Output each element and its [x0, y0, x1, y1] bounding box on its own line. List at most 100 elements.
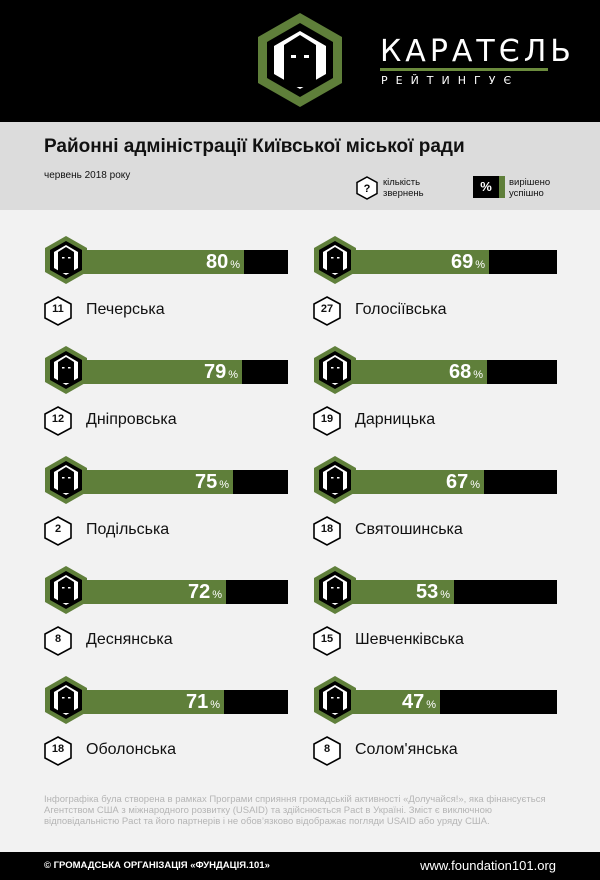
district-name: Святошинська: [355, 521, 463, 538]
bar-fill: [337, 360, 487, 384]
hooded-figure-icon: [45, 236, 87, 284]
bar-fill: [337, 470, 484, 494]
count-legend-label: кількість звернень: [383, 177, 424, 199]
district-item: 72% 8 Деснянська: [44, 566, 294, 670]
percent-legend-icon: %: [473, 176, 499, 198]
bar-fill: [68, 470, 233, 494]
district-name: Дніпровська: [86, 411, 177, 428]
district-name: Шевченківська: [355, 631, 464, 648]
count-legend-icon: ?: [356, 176, 378, 200]
report-date: червень 2018 року: [44, 170, 131, 181]
district-item: 80% 11 Печерська: [44, 236, 294, 340]
count-hex-icon: [313, 516, 341, 546]
district-item: 53% 15 Шевченківська: [313, 566, 563, 670]
request-count: 12: [51, 413, 65, 425]
district-item: 75% 2 Подільська: [44, 456, 294, 560]
bar-value-unit: %: [440, 589, 450, 601]
hooded-figure-icon: [45, 566, 87, 614]
bar-value-label: 53%: [337, 580, 450, 604]
hooded-figure-icon: [314, 236, 356, 284]
district-item: 68% 19 Дарницька: [313, 346, 563, 450]
request-count: 15: [320, 633, 334, 645]
count-hex-icon: [44, 296, 72, 326]
bar-track: 72%: [68, 580, 288, 604]
bar-value-label: 47%: [337, 690, 436, 714]
bar-track: 68%: [337, 360, 557, 384]
request-count: 8: [323, 743, 331, 755]
district-name: Солом'янська: [355, 741, 458, 758]
bar-value-unit: %: [426, 699, 436, 711]
request-count: 11: [52, 303, 64, 315]
bar-fill: [68, 580, 226, 604]
bar-track: 67%: [337, 470, 557, 494]
request-count: 19: [320, 413, 334, 425]
bar-track: 53%: [337, 580, 557, 604]
hooded-figure-icon: [45, 346, 87, 394]
brand-title: КАРАТЄЛЬ: [380, 34, 575, 69]
bar-track: 75%: [68, 470, 288, 494]
bar-value-number: 47: [401, 691, 425, 713]
bar-value-unit: %: [210, 699, 220, 711]
district-name: Дарницька: [355, 411, 436, 428]
bar-track: 71%: [68, 690, 288, 714]
district-name: Оболонська: [86, 741, 176, 758]
request-count: 27: [320, 303, 334, 315]
footer-copyright: © ГРОМАДСЬКА ОРГАНІЗАЦІЯ «ФУНДАЦІЯ.101»: [44, 860, 270, 871]
bar-fill: [337, 580, 454, 604]
bar-value-label: 69%: [337, 250, 485, 274]
brand-tagline: РЕЙТИНГУЄ: [381, 74, 520, 87]
bar-track: 79%: [68, 360, 288, 384]
district-name: Подільська: [86, 521, 170, 538]
count-hex-icon: [313, 406, 341, 436]
footer: © ГРОМАДСЬКА ОРГАНІЗАЦІЯ «ФУНДАЦІЯ.101» …: [0, 852, 600, 880]
bar-fill: [68, 250, 244, 274]
bar-value-unit: %: [230, 259, 240, 271]
count-hex-icon: [313, 626, 341, 656]
district-item: 47% 8 Солом'янська: [313, 676, 563, 780]
request-count: 18: [320, 523, 334, 535]
request-count: 8: [54, 633, 62, 645]
bar-value-label: 80%: [68, 250, 240, 274]
count-legend-symbol: ?: [364, 183, 371, 195]
page-title: Районні адміністрації Київської міської …: [44, 136, 465, 157]
percent-legend-label: вирішено успішно: [509, 177, 551, 199]
bar-value-unit: %: [470, 479, 480, 491]
district-name: Голосіївська: [355, 301, 447, 318]
hooded-figure-icon: [314, 456, 356, 504]
hooded-figure-icon: [314, 676, 356, 724]
header: КАРАТЄЛЬ РЕЙТИНГУЄ: [0, 0, 600, 122]
district-name: Печерська: [86, 301, 165, 318]
count-hex-icon: [313, 296, 341, 326]
district-item: 69% 27 Голосіївська: [313, 236, 563, 340]
bar-value-number: 75: [194, 471, 218, 493]
bar-value-label: 67%: [337, 470, 480, 494]
bar-value-number: 71: [185, 691, 209, 713]
bar-fill: [337, 250, 489, 274]
bar-value-label: 71%: [68, 690, 220, 714]
bar-value-number: 68: [448, 361, 472, 383]
bar-fill: [68, 360, 242, 384]
count-hex-icon: [44, 736, 72, 766]
hooded-figure-icon: [258, 13, 342, 107]
bar-value-label: 72%: [68, 580, 222, 604]
count-hex-icon: [44, 406, 72, 436]
bar-value-label: 68%: [337, 360, 483, 384]
district-item: 71% 18 Оболонська: [44, 676, 294, 780]
bar-track: 69%: [337, 250, 557, 274]
hooded-figure-icon: [314, 346, 356, 394]
bar-value-number: 67: [445, 471, 469, 493]
count-hex-icon: [44, 626, 72, 656]
bar-value-number: 53: [415, 581, 439, 603]
bar-value-number: 72: [187, 581, 211, 603]
count-hex-icon: [313, 736, 341, 766]
bar-value-unit: %: [212, 589, 222, 601]
bar-value-label: 75%: [68, 470, 229, 494]
bar-value-unit: %: [219, 479, 229, 491]
bar-track: 47%: [337, 690, 557, 714]
bar-value-unit: %: [473, 369, 483, 381]
district-name: Деснянська: [86, 631, 173, 648]
request-count: 18: [51, 743, 65, 755]
request-count: 2: [54, 523, 62, 535]
district-item: 67% 18 Святошинська: [313, 456, 563, 560]
bar-value-label: 79%: [68, 360, 238, 384]
